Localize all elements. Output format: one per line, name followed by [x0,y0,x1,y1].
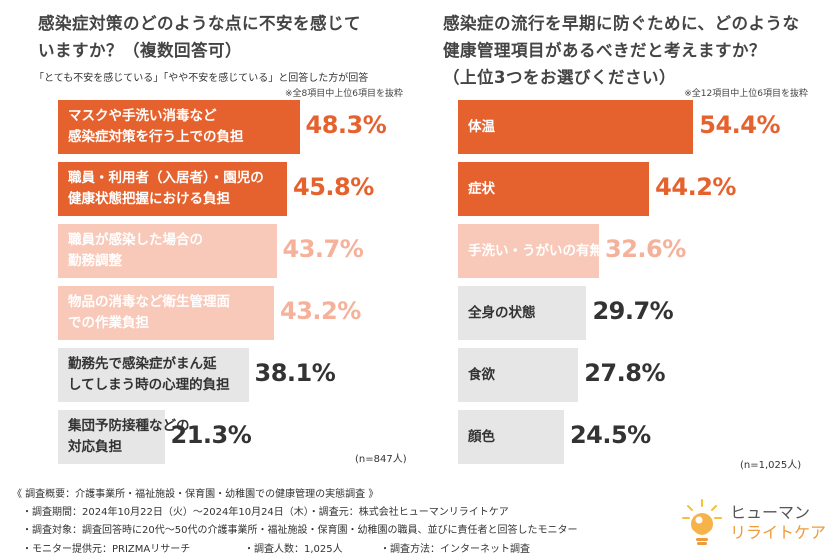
bar-label-line: 顔色 [468,428,495,445]
bar-label-0-3: 物品の消毒など衛生管理面 での作業負担 [68,292,230,334]
value-label-1-5: 24.5% [569,421,651,449]
left-title-line1: 感染症対策のどのような点に不安を感じて [38,14,361,33]
bar-label-1-5: 顔色 [468,427,495,448]
right-title-line1: 感染症の流行を早期に防ぐために、どのような [443,14,800,33]
right-title-line2: 健康管理項目があるべきだと考えますか？ [443,41,766,60]
bar-1-3 [458,286,587,340]
bar-0-5 [58,410,165,464]
value-label-0-4: 38.1% [254,359,336,387]
right-bar-chart: 体温 54.4% 症状 44.2% 手洗い・うがいの有無 32.6% 全身の状態 29.7% 食… [458,100,818,464]
bar-label-line: 手洗い・うがいの有無 [468,242,603,259]
bar-label-1-3: 全身の状態 [468,303,536,324]
value-label-1-1: 44.2% [655,173,736,201]
bar-label-line: 体温 [468,118,495,135]
bar-label-line: 全身の状態 [468,304,536,321]
bar-label-0-2: 職員が感染した場合の 勤務調整 [68,230,203,272]
left-title-line2: いますか？（複数回答可） [38,41,242,60]
value-label-1-2: 32.6% [605,235,686,263]
bar-label-0-1: 職員・利用者（入居者）・園児の 健康状態把握における負担 [68,168,264,210]
bar-label-line: 集団予防接種などの [68,418,190,434]
value-label-0-5: 21.3% [170,421,252,449]
bar-label-line: 勤務調整 [68,253,122,269]
bar-0-1 [58,162,287,216]
bar-label-line: 食欲 [468,366,495,383]
bar-1-1 [458,162,650,216]
bar-label-1-4: 食欲 [468,365,495,386]
value-label-0-3: 43.2% [280,297,361,325]
bar-label-line: マスクや手洗い消毒など [68,108,217,124]
footer-line4-c: ・調査方法：インターネット調査 [380,544,530,555]
bar-label-1-0: 体温 [468,117,495,138]
left-subtitle: 「とても不安を感じている」「やや不安を感じている」と回答した方が回答 [34,73,369,84]
right-note: ※全12項目中上位6項目を抜粋 [684,89,808,99]
bar-1-5 [458,410,564,464]
footer-line3: ・調査対象：調査回答時に20代～50代の介護事業所・福祉施設・保育園・幼稚園の職… [22,525,578,536]
bar-label-line: してしまう時の心理的負担 [68,377,230,393]
bar-label-line: 物品の消毒など衛生管理面 [68,294,230,310]
bar-label-1-2: 手洗い・うがいの有無 [468,241,603,262]
value-label-1-4: 27.8% [584,359,665,387]
value-label-0-1: 45.8% [293,173,374,201]
right-title-line3: （上位3つをお選びください） [443,68,676,87]
bar-label-line: 職員が感染した場合の [68,232,203,248]
bar-label-line: 対応負担 [68,439,122,455]
footer-line1: 《 調査概要：介護事業所・福祉施設・保育園・幼稚園での健康管理の実態調査 》 [12,489,379,500]
footer-line2: ・調査期間：2024年10月22日（火）～2024年10月24日（木）・調査元：… [22,507,509,518]
left-note: ※全8項目中上位6項目を抜粋 [285,89,403,99]
bar-label-0-0: マスクや手洗い消毒など感染症対策を行う上での負担 [68,106,244,148]
footer-line4-a: ・モニター提供元：PRIZMAリサーチ [22,544,191,555]
value-label-0-0: 48.3% [305,111,387,139]
bar-0-0 [58,100,300,154]
bar-label-line: 感染症対策を行う上での負担 [68,129,244,145]
logo-text-line1: ヒューマン [730,503,811,522]
bar-1-2 [458,224,599,278]
bar-label-0-4: 勤務先で感染症がまん延 してしまう時の心理的負担 [68,354,230,396]
right-sample-size: (n=1,025人) [740,460,802,471]
value-label-1-0: 54.4% [699,111,781,139]
bar-label-line: 職員・利用者（入居者）・園児の [68,170,264,186]
value-label-1-3: 29.7% [592,297,674,325]
left-sample-size: (n=847人) [355,454,407,465]
footer-line4-b: ・調査人数：1,025人 [244,544,343,555]
bar-label-line: 勤務先で感染症がまん延 [68,356,217,372]
left-bar-chart: マスクや手洗い消毒など感染症対策を行う上での負担 48.3% 職員・利用者（入居者）… [58,100,418,464]
company-logo: ヒューマン リライトケア [680,498,830,548]
bar-0-2 [58,224,277,278]
bar-0-3 [58,286,274,340]
value-label-0-2: 43.7% [282,235,364,263]
logo-text-line2: リライトケア [730,523,827,542]
bar-label-line: 症状 [468,180,495,197]
bar-0-4 [58,348,249,402]
bar-label-line: での作業負担 [68,315,149,331]
bar-1-4 [458,348,579,402]
lightbulb-icon [682,499,722,545]
bar-label-1-1: 症状 [468,179,495,200]
bar-1-0 [458,100,694,154]
bar-label-0-5: 集団予防接種などの 対応負担 [68,416,190,458]
bar-label-line: 健康状態把握における負担 [68,191,230,207]
